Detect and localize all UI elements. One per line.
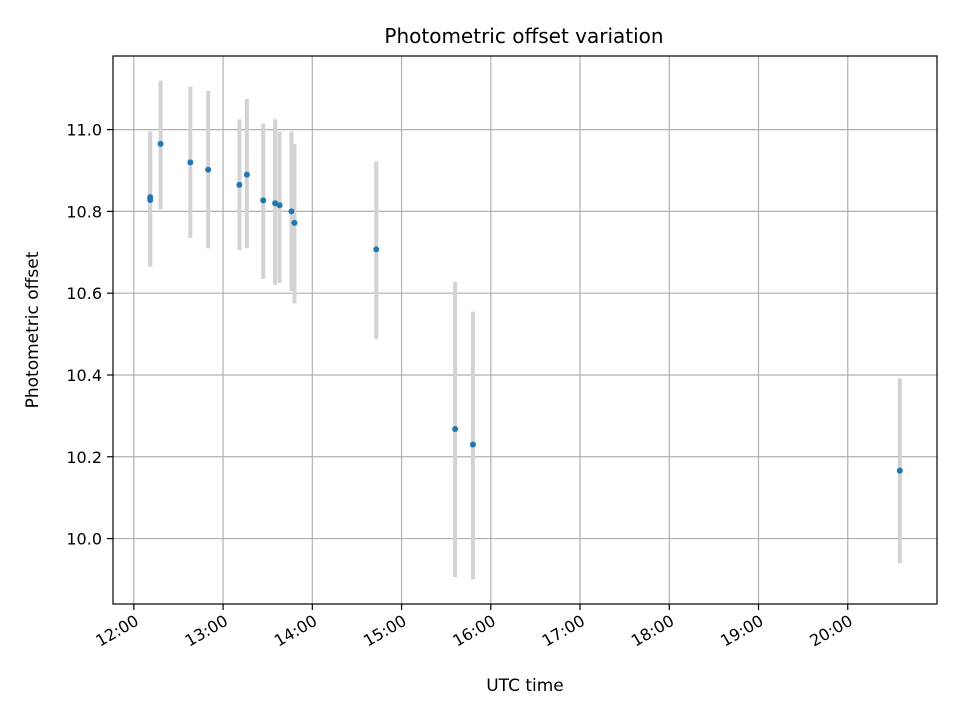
x-axis-label: UTC time xyxy=(486,676,564,696)
data-point xyxy=(373,246,380,253)
data-point xyxy=(469,441,476,448)
data-point xyxy=(157,140,164,147)
chart-title: Photometric offset variation xyxy=(384,24,663,48)
data-point xyxy=(260,197,267,204)
data-point xyxy=(272,200,279,207)
y-tick-label: 11.0 xyxy=(66,121,102,140)
data-point xyxy=(236,181,243,188)
data-point xyxy=(288,208,295,215)
data-point xyxy=(896,467,903,474)
grid-lines xyxy=(113,56,937,604)
y-axis-ticks: 10.0 10.2 10.4 10.6 10.8 11.0 xyxy=(66,121,113,549)
data-point xyxy=(243,171,250,178)
y-tick-label: 10.0 xyxy=(66,530,102,549)
data-point xyxy=(452,425,459,432)
data-point xyxy=(187,159,194,166)
data-point xyxy=(291,219,298,226)
y-axis-label: Photometric offset xyxy=(23,251,43,408)
data-point xyxy=(205,166,212,173)
data-point xyxy=(147,196,154,203)
y-tick-label: 10.2 xyxy=(66,448,102,467)
data-points xyxy=(147,140,903,474)
y-tick-label: 10.6 xyxy=(66,284,102,303)
y-tick-label: 10.8 xyxy=(66,202,102,221)
data-point xyxy=(276,202,283,209)
plot-frame xyxy=(112,55,938,605)
y-tick-label: 10.4 xyxy=(66,366,102,385)
